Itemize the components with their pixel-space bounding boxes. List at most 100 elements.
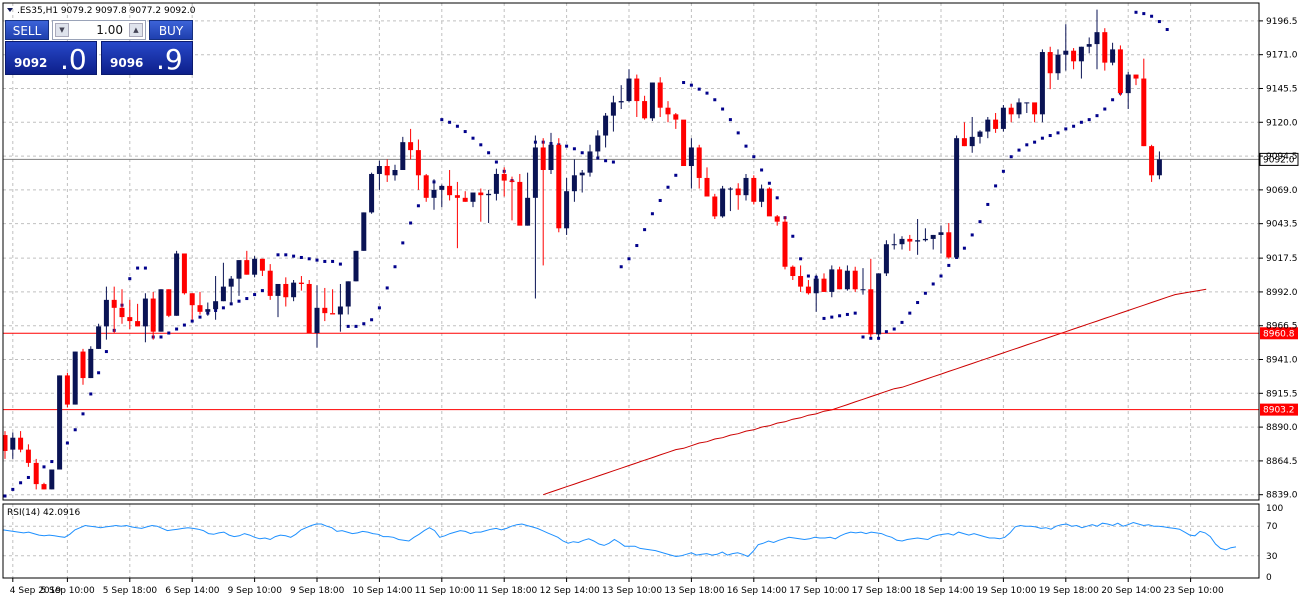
sar-dot xyxy=(50,460,54,464)
candle-body xyxy=(681,119,687,167)
candle xyxy=(1094,9,1100,70)
candle xyxy=(423,173,429,202)
sar-dot xyxy=(939,274,943,278)
candle xyxy=(493,168,499,201)
candle xyxy=(353,250,359,282)
candle-body xyxy=(805,286,811,294)
candle-body xyxy=(142,298,148,327)
sar-dot xyxy=(377,306,381,310)
candle xyxy=(376,160,382,190)
candle xyxy=(259,258,265,277)
sar-dot xyxy=(97,371,101,375)
horizontal-line-label: 8903.2 xyxy=(1263,406,1295,416)
candle-body xyxy=(751,177,757,202)
candle xyxy=(345,281,351,315)
sell-button[interactable]: SELL xyxy=(5,20,49,40)
candle xyxy=(64,372,70,408)
buy-button[interactable]: BUY xyxy=(149,20,193,40)
candle xyxy=(439,184,445,208)
candle xyxy=(298,276,304,291)
candle xyxy=(860,268,866,295)
sar-dot xyxy=(284,253,288,257)
sar-dot xyxy=(1079,120,1083,124)
candle xyxy=(127,299,133,330)
sar-dot xyxy=(845,312,849,316)
chevron-down-icon[interactable]: ▼ xyxy=(55,23,69,37)
candle xyxy=(774,215,780,226)
candle-body xyxy=(267,270,273,296)
candle xyxy=(158,289,164,332)
candle xyxy=(969,116,975,153)
bid-price-button[interactable]: 9092 .0 xyxy=(5,41,97,76)
chevron-up-icon[interactable]: ▲ xyxy=(129,23,143,37)
sar-dot xyxy=(401,241,405,245)
sar-dot xyxy=(650,212,654,216)
x-tick-label: 9 Sep 18:00 xyxy=(290,586,345,596)
horizontal-line-tag xyxy=(1260,327,1298,340)
candle-body xyxy=(330,313,336,315)
sar-dot xyxy=(1072,124,1076,128)
candle-body xyxy=(1149,146,1155,176)
sar-dot xyxy=(416,204,420,208)
candle-body xyxy=(1032,102,1038,115)
candle xyxy=(759,184,765,208)
candle-body xyxy=(532,147,538,198)
candle xyxy=(25,444,31,467)
y-tick-label: 8941.0 xyxy=(1266,356,1298,366)
sar-dot xyxy=(182,323,186,327)
lot-size-field[interactable]: ▼ 1.00 ▲ xyxy=(52,20,146,40)
candle xyxy=(571,159,577,202)
x-tick-label: 11 Sep 18:00 xyxy=(477,586,537,596)
sar-dot xyxy=(73,428,77,432)
horizontal-lines[interactable]: 8960.8 8903.2 9092.0 xyxy=(3,152,1299,416)
candle-body xyxy=(907,238,913,242)
symbol-info: .ES35,H1 9079.2 9097.8 9077.2 9092.0 xyxy=(17,6,196,16)
candle-body xyxy=(1125,74,1131,94)
candle xyxy=(743,173,749,201)
sar-dot xyxy=(627,257,631,261)
ask-price-button[interactable]: 9096 .9 xyxy=(101,41,193,76)
candle-body xyxy=(696,147,702,178)
candle-body xyxy=(369,173,375,213)
candle xyxy=(431,179,437,210)
sar-dot xyxy=(853,311,857,315)
sar-dot xyxy=(338,262,342,266)
horizontal-line-label: 8960.8 xyxy=(1263,329,1295,339)
y-tick-label: 8966.5 xyxy=(1266,322,1298,332)
lot-size-value[interactable]: 1.00 xyxy=(96,23,123,37)
sar-dot xyxy=(190,319,194,323)
candle-body xyxy=(618,101,624,103)
sar-dot xyxy=(159,335,163,339)
sar-dot xyxy=(760,168,764,172)
y-tick-label: 9094.5 xyxy=(1266,152,1298,162)
candle xyxy=(704,167,710,197)
ask-price-pips: .9 xyxy=(156,43,183,76)
candle-body xyxy=(1078,46,1084,62)
bid-price-main: 9092 xyxy=(14,56,48,70)
candle-body xyxy=(1055,54,1061,74)
candle-body xyxy=(969,136,975,147)
candle xyxy=(564,177,570,235)
candle-body xyxy=(556,144,562,229)
candle xyxy=(33,458,39,490)
y-tick-label: 8915.5 xyxy=(1266,389,1298,399)
candle-body xyxy=(891,244,897,246)
rsi-tick-label: 100 xyxy=(1266,504,1283,514)
sar-dot xyxy=(19,481,23,485)
candle-body xyxy=(1110,49,1116,63)
candles[interactable] xyxy=(2,9,1162,490)
candle-body xyxy=(408,142,414,151)
candle-body xyxy=(205,309,211,312)
x-tick-label: 23 Sep 10:00 xyxy=(1164,586,1224,596)
horizontal-line-tag xyxy=(1260,403,1298,416)
sar-dot xyxy=(448,120,452,124)
candle xyxy=(946,223,952,259)
candle xyxy=(454,181,460,249)
candle xyxy=(899,236,905,250)
y-tick-label: 8992.0 xyxy=(1266,288,1298,298)
candle-body xyxy=(509,180,515,182)
candle-body xyxy=(228,278,234,287)
candle-body xyxy=(25,449,31,463)
